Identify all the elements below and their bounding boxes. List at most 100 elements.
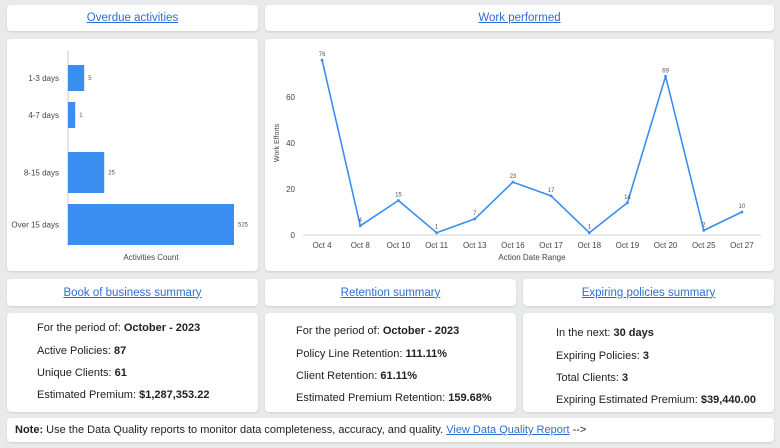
line-data-label-10: 2	[702, 222, 706, 228]
book-premium-value: $1,287,353.22	[139, 389, 210, 401]
retention-period-label: For the period of:	[296, 325, 380, 337]
line-data-label-1: 4	[359, 218, 363, 224]
x-tick-label-5: Oct 16	[501, 241, 525, 250]
expiring-policies-label: Expiring Policies:	[556, 350, 640, 362]
line-data-label-9: 69	[662, 68, 669, 74]
bar-category-label-1: 4-7 days	[28, 111, 59, 120]
line-data-label-7: 1	[588, 225, 592, 231]
retention-policy-value: 111.11%	[405, 348, 448, 360]
x-tick-label-9: Oct 20	[654, 241, 678, 250]
retention-policy-row: Policy Line Retention: 111.11%	[296, 348, 447, 360]
retention-summary-link[interactable]: Retention summary	[340, 286, 441, 299]
book-policies-label: Active Policies:	[37, 345, 111, 357]
work-efforts-line	[321, 60, 743, 234]
line-data-label-11: 10	[739, 204, 746, 210]
retention-premium-value: 159.68%	[448, 392, 492, 404]
line-y-axis-title: Work Efforts	[274, 123, 281, 162]
retention-client-row: Client Retention: 61.11%	[296, 370, 417, 382]
expiring-premium-label: Expiring Estimated Premium:	[556, 394, 698, 406]
line-point-11[interactable]	[740, 210, 744, 214]
line-point-5[interactable]	[511, 180, 515, 184]
book-summary-card: For the period of: October - 2023 Active…	[7, 313, 258, 412]
line-data-label-3: 1	[435, 225, 439, 231]
expiring-next-value: 30 days	[613, 327, 654, 339]
expiring-clients-value: 3	[622, 372, 629, 384]
line-data-label-5: 23	[510, 174, 517, 180]
bar-value-label-0: 5	[88, 76, 92, 82]
retention-summary-card: For the period of: October - 2023 Policy…	[265, 313, 516, 412]
bar-category-label-0: 1-3 days	[28, 74, 59, 83]
book-clients-label: Unique Clients:	[37, 367, 112, 379]
expiring-policies-link[interactable]: Expiring policies summary	[581, 286, 716, 299]
book-period-row: For the period of: October - 2023	[37, 322, 200, 334]
x-tick-label-6: Oct 17	[539, 241, 563, 250]
expiring-clients-row: Total Clients: 3	[556, 372, 628, 384]
line-point-8[interactable]	[626, 201, 629, 205]
bar-1[interactable]	[68, 102, 76, 128]
line-point-2[interactable]	[397, 199, 400, 202]
line-point-7[interactable]	[587, 231, 591, 235]
expiring-premium-row: Expiring Estimated Premium: $39,440.00	[556, 394, 756, 406]
y-tick-label-2: 40	[286, 139, 295, 148]
line-x-axis-title: Action Date Range	[498, 253, 566, 262]
x-tick-label-7: Oct 18	[577, 241, 601, 250]
line-point-3[interactable]	[435, 231, 438, 235]
bar-3[interactable]	[68, 204, 234, 245]
y-tick-label-1: 20	[286, 185, 295, 194]
book-title-card: Book of business summary	[7, 279, 258, 306]
line-point-6[interactable]	[549, 194, 553, 198]
retention-policy-label: Policy Line Retention:	[296, 348, 403, 360]
bar-2[interactable]	[68, 152, 105, 193]
retention-period-value: October - 2023	[382, 325, 460, 337]
line-point-10[interactable]	[702, 229, 706, 232]
expiring-clients-label: Total Clients:	[556, 372, 619, 384]
note-label: Note:	[15, 424, 44, 436]
overdue-activities-link[interactable]: Overdue activities	[86, 12, 179, 24]
note-arrow: -->	[569, 424, 587, 436]
data-quality-note: Note: Use the Data Quality reports to mo…	[7, 418, 774, 442]
x-tick-label-11: Oct 27	[730, 241, 754, 250]
view-data-quality-report-link[interactable]: View Data Quality Report	[446, 424, 570, 436]
overdue-title-card: Overdue activities	[7, 5, 258, 31]
line-point-0[interactable]	[320, 58, 324, 62]
y-tick-label-3: 60	[286, 93, 295, 102]
note-text: Use the Data Quality reports to monitor …	[43, 424, 447, 436]
bar-0[interactable]	[68, 65, 85, 91]
line-point-1[interactable]	[358, 224, 362, 228]
bar-value-label-1: 1	[79, 113, 83, 119]
x-tick-label-4: Oct 13	[463, 241, 487, 250]
book-period-label: For the period of:	[37, 322, 121, 334]
x-tick-label-2: Oct 10	[387, 241, 411, 250]
expiring-policies-value: 3	[642, 350, 649, 362]
line-point-4[interactable]	[473, 217, 477, 221]
retention-premium-row: Estimated Premium Retention: 159.68%	[296, 392, 492, 404]
bar-category-label-2: 8-15 days	[24, 169, 59, 178]
retention-client-value: 61.11%	[380, 370, 418, 382]
retention-title-card: Retention summary	[265, 279, 516, 306]
work-performed-link[interactable]: Work performed	[478, 12, 561, 24]
x-tick-label-3: Oct 11	[425, 241, 449, 250]
book-clients-row: Unique Clients: 61	[37, 367, 127, 379]
bar-x-axis-title: Activities Count	[123, 253, 179, 262]
y-tick-label-0: 0	[291, 231, 296, 240]
book-policies-row: Active Policies: 87	[37, 345, 126, 357]
book-clients-value: 61	[114, 367, 127, 379]
bar-category-label-3: Over 15 days	[11, 221, 59, 230]
line-data-label-2: 15	[395, 193, 402, 199]
x-tick-label-1: Oct 8	[351, 241, 371, 250]
retention-client-label: Client Retention:	[296, 370, 378, 382]
book-policies-value: 87	[114, 345, 127, 357]
expiring-next-label: In the next:	[556, 327, 611, 339]
book-premium-label: Estimated Premium:	[37, 389, 137, 401]
work-title-card: Work performed	[265, 5, 774, 31]
retention-period-row: For the period of: October - 2023	[296, 325, 459, 337]
line-data-label-6: 17	[548, 188, 555, 194]
book-of-business-link[interactable]: Book of business summary	[63, 286, 202, 299]
work-line-chart: 0 20 40 60 76 Oct 4 4 Oct 8 15 Oct 10 1 Oct 11 7 Oct …	[274, 52, 761, 262]
line-point-9[interactable]	[664, 74, 667, 78]
overdue-bar-chart: 1-3 days 5 4-7 days 1 8-15 days 25 Over 15 day…	[11, 51, 249, 262]
overdue-chart-card: 1-3 days 5 4-7 days 1 8-15 days 25 Over 15 day…	[7, 39, 258, 271]
line-data-label-8: 14	[624, 195, 631, 201]
line-data-label-0: 76	[319, 52, 326, 58]
x-tick-label-0: Oct 4	[313, 241, 333, 250]
